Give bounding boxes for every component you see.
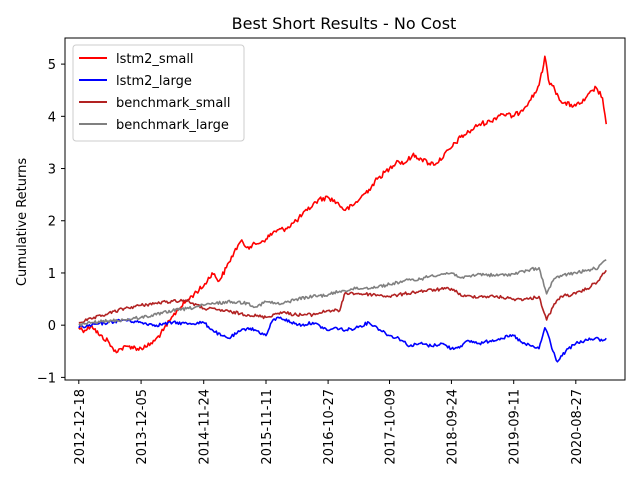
legend: lstm2_small lstm2_large benchmark_smallben…: [72, 44, 245, 142]
x-tick-label: 2020-08-27: [570, 389, 585, 465]
x-tick-label: 2015-11-11: [260, 389, 275, 465]
series-line-lstm2-large: [78, 316, 607, 363]
plot-frame: [64, 37, 626, 381]
x-tick-label: 2014-11-24: [198, 389, 213, 465]
y-tick-label: 2: [48, 215, 56, 230]
y-tick-label: 0: [48, 319, 56, 334]
y-tick-label: 5: [48, 58, 56, 73]
y-tick-label: −1: [37, 371, 56, 386]
legend-label: lstm2_large: [116, 74, 192, 89]
x-tick-label: 2017-10-09: [383, 389, 398, 465]
x-tick-label: 2018-09-24: [445, 389, 460, 465]
legend-box: [72, 44, 245, 142]
series-line-benchmark-small: [78, 269, 607, 324]
axes-layer: −1 0 1 2 3 4 5 2012-12-18 2013-12-05 2014-11-24 20…: [37, 58, 585, 464]
chart-title: Best Short Results - No Cost: [232, 14, 457, 33]
y-tick-label: 1: [48, 267, 56, 282]
x-tick-label: 2019-09-11: [508, 389, 523, 465]
y-axis-label: Cumulative Returns: [15, 158, 30, 286]
legend-label: lstm2_small: [116, 52, 194, 67]
series-line-benchmark-large: [78, 259, 607, 327]
series-layer: [78, 55, 608, 363]
x-tick-label: 2013-12-05: [135, 389, 150, 465]
legend-label: benchmark_large: [116, 118, 229, 133]
series-line-lstm2-small: [78, 55, 608, 354]
x-tick-label: 2012-12-18: [73, 389, 88, 465]
legend-label: benchmark_small: [116, 96, 231, 111]
x-tick-label: 2016-10-27: [322, 389, 337, 465]
y-tick-label: 4: [48, 110, 56, 125]
y-tick-label: 3: [48, 163, 56, 178]
